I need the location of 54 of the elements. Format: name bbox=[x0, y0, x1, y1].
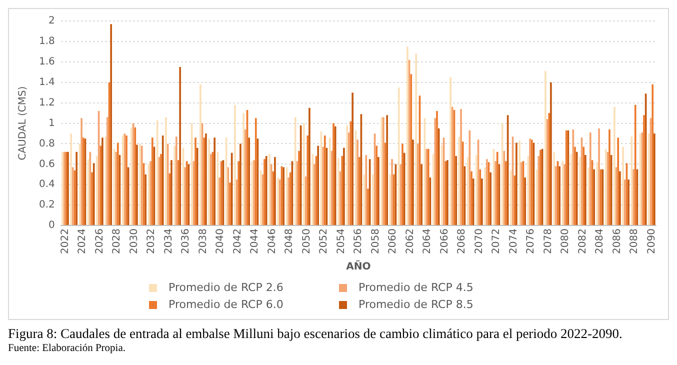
x-tick-label: 2028 bbox=[112, 228, 123, 254]
y-tick-label: 0 bbox=[48, 220, 55, 232]
x-tick-label: 2024 bbox=[77, 228, 88, 254]
y-tick-label: 1 bbox=[48, 118, 55, 129]
x-tick-label: 2046 bbox=[266, 228, 278, 254]
x-tick-label: 2044 bbox=[250, 228, 261, 254]
y-tick-label: 1.4 bbox=[38, 76, 55, 88]
x-tick-label: 2026 bbox=[94, 228, 106, 254]
y-tick-label: 0.4 bbox=[38, 179, 55, 190]
x-tick-label: 2050 bbox=[301, 228, 312, 254]
x-tick-label: 2076 bbox=[526, 228, 537, 254]
x-tick-label: 2078 bbox=[542, 228, 554, 254]
x-tick-label: 2082 bbox=[577, 228, 588, 254]
x-tick-label: 2042 bbox=[232, 228, 244, 254]
legend-label: Promedio de RCP 4.5 bbox=[358, 281, 474, 294]
y-tick-label: 0.6 bbox=[38, 158, 55, 170]
source-note: Fuente: Elaboración Propia. bbox=[8, 343, 127, 354]
x-tick-label: 2088 bbox=[629, 228, 640, 254]
x-tick-label: 2058 bbox=[370, 228, 382, 254]
x-tick-label: 2056 bbox=[353, 228, 364, 254]
x-tick-label: 2052 bbox=[318, 228, 330, 254]
x-tick-label: 2080 bbox=[560, 228, 572, 254]
legend-label: Promedio de RCP 6.0 bbox=[168, 298, 284, 311]
x-tick-label: 2060 bbox=[388, 228, 399, 254]
x-tick-label: 2034 bbox=[163, 228, 174, 254]
y-tick-label: 0.8 bbox=[38, 138, 55, 150]
legend-label: Promedio de RCP 2.6 bbox=[168, 281, 284, 294]
y-tick-label: 1.2 bbox=[38, 97, 55, 108]
x-tick-label: 2086 bbox=[612, 228, 623, 254]
x-tick-label: 2090 bbox=[646, 228, 658, 254]
x-tick-label: 2068 bbox=[456, 228, 468, 254]
x-tick-label: 2074 bbox=[508, 228, 520, 254]
x-tick-label: 2048 bbox=[284, 228, 296, 254]
x-tick-label: 2066 bbox=[439, 228, 450, 254]
x-tick-label: 2038 bbox=[198, 228, 209, 254]
x-tick-label: 2054 bbox=[336, 228, 347, 254]
y-tick-label: 0.2 bbox=[38, 200, 55, 211]
y-axis-title: CAUDAL (CMS) bbox=[18, 86, 29, 160]
y-tick-label: 1.8 bbox=[38, 36, 55, 48]
x-tick-label: 2064 bbox=[422, 228, 434, 254]
legend-label: Promedio de RCP 8.5 bbox=[358, 298, 474, 311]
x-tick-label: 2040 bbox=[215, 228, 226, 254]
x-tick-label: 2036 bbox=[180, 228, 192, 254]
x-tick-label: 2030 bbox=[128, 228, 140, 254]
x-tick-label: 2062 bbox=[404, 228, 416, 254]
x-axis-title: AÑO bbox=[346, 260, 371, 273]
x-tick-label: 2072 bbox=[491, 228, 502, 254]
text: Figura 8: Caudales de entrada al embalse Milluni bajo escenarios de cambio climático para el periodo 2022-2090. bbox=[8, 326, 624, 342]
x-tick-label: 2032 bbox=[146, 228, 158, 254]
y-tick-label: 1.6 bbox=[38, 56, 55, 68]
x-tick-label: 2084 bbox=[594, 228, 606, 254]
y-tick-label: 2 bbox=[48, 16, 55, 27]
x-tick-label: 2070 bbox=[474, 228, 485, 254]
x-tick-label: 2022 bbox=[60, 228, 71, 254]
